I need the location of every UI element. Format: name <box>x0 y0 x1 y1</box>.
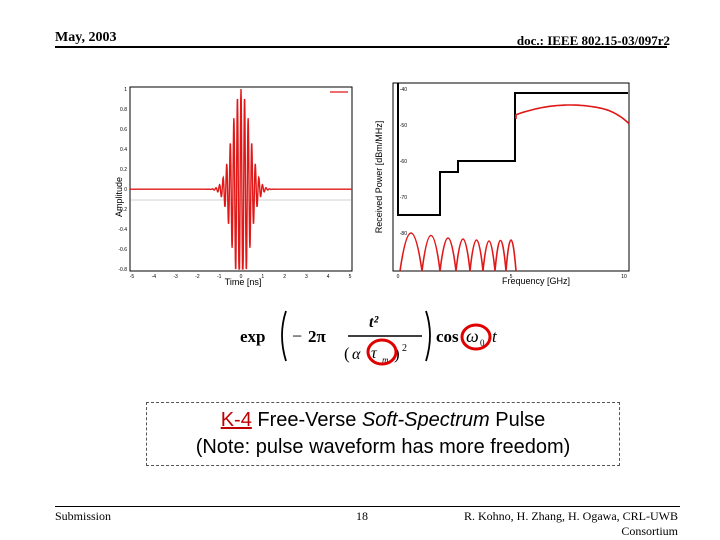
time-axis-label: Time [ns] <box>225 277 262 287</box>
frequency-x-ticks: 0 5 10 <box>397 274 627 280</box>
x-tick-label: -2 <box>195 274 200 280</box>
footer-authors-line-1: R. Kohno, H. Zhang, H. Ogawa, CRL-UWB <box>464 509 678 523</box>
y-tick-label: -0.4 <box>118 227 127 233</box>
formula-t-squared: t² <box>369 314 379 331</box>
header-doc-id: doc.: IEEE 802.15-03/097r2 <box>516 33 670 48</box>
caption-line-2: (Note: pulse waveform has more freedom) <box>195 436 571 458</box>
footer-authors: R. Kohno, H. Zhang, H. Ogawa, CRL-UWB Co… <box>438 509 678 539</box>
formula-tau-sub: m <box>382 355 389 365</box>
footer-submission: Submission <box>55 509 112 523</box>
y-tick-label: 0.8 <box>120 107 127 113</box>
x-tick-label: 0 <box>397 274 400 280</box>
formula-exp: exp <box>240 327 266 346</box>
x-tick-label: 4 <box>327 274 330 280</box>
caption-text-2: Pulse <box>489 409 546 431</box>
y-tick-label: -40 <box>400 87 407 93</box>
tau-highlight-circle <box>366 338 398 366</box>
formula-two-pi: 2π <box>308 327 327 346</box>
x-tick-label: 0 <box>240 274 243 280</box>
x-tick-label: 1 <box>261 274 264 280</box>
y-tick-label: 0 <box>124 187 127 193</box>
power-y-ticks: -40 -50 -60 -70 -80 <box>400 87 407 237</box>
header-date: May, 2003 <box>55 30 117 45</box>
x-tick-label: 5 <box>349 274 352 280</box>
formula-denom-sq: 2 <box>402 343 407 354</box>
y-tick-label: -0.6 <box>118 247 127 253</box>
x-tick-label: -5 <box>130 274 135 280</box>
svg-text:(: ( <box>344 344 350 363</box>
frequency-axis-label: Frequency [GHz] <box>502 276 570 286</box>
formula-cos: cos <box>436 327 459 346</box>
header-rule <box>55 46 667 48</box>
pulse-formula: exp − 2π t² ( α τ m ) 2 cos ω 0 t <box>240 310 498 366</box>
y-tick-label: -50 <box>400 123 407 129</box>
amplitude-y-ticks: 1 0.8 0.6 0.4 0.2 0 -0.2 -0.4 -0.6 -0.8 <box>118 87 127 273</box>
y-tick-label: -0.8 <box>118 267 127 273</box>
x-tick-label: -1 <box>217 274 222 280</box>
footer-authors-line-2: Consortium <box>621 524 678 538</box>
pulse-waveform-line <box>130 89 352 270</box>
formula-t: t <box>492 327 498 346</box>
x-tick-label: 2 <box>283 274 286 280</box>
spectrum-main-lobe-line <box>515 104 630 125</box>
footer-page-number: 18 <box>356 509 368 523</box>
y-tick-label: 1 <box>124 87 127 93</box>
spectrum-sidelobes-line <box>399 232 517 272</box>
y-tick-label: -0.2 <box>118 207 127 213</box>
x-tick-label: -4 <box>152 274 157 280</box>
received-power-axis-label: Received Power [dBm/MHz] <box>374 121 384 234</box>
x-tick-label: 10 <box>621 274 627 280</box>
fcc-mask-line <box>397 83 628 216</box>
spectrum-plot: Received Power [dBm/MHz] -40 -50 -60 -70 -80… <box>374 82 630 286</box>
caption-k4-link[interactable]: K-4 <box>220 409 252 431</box>
caption-text: Free-Verse <box>251 409 362 431</box>
y-tick-label: 0.2 <box>120 167 127 173</box>
amplitude-axis-label: Amplitude <box>114 177 124 217</box>
y-tick-label: 0.4 <box>120 147 127 153</box>
caption-italic: Soft-Spectrum <box>361 409 490 431</box>
formula-omega: ω <box>466 326 479 346</box>
caption-line-1: K-4 Free-Verse Soft-Spectrum Pulse <box>147 407 619 434</box>
omega-highlight-circle <box>460 323 492 351</box>
figure-panel: Amplitude 1 0.8 0.6 0.4 0.2 0 -0.2 -0.4 -0.6 -0.8… <box>114 82 630 287</box>
y-tick-label: -80 <box>400 231 407 237</box>
x-tick-label: -3 <box>173 274 178 280</box>
formula-minus: − <box>292 326 302 346</box>
formula-omega-sub: 0 <box>480 338 485 348</box>
x-tick-label: 3 <box>305 274 308 280</box>
formula-tau: τ <box>371 345 378 362</box>
y-tick-label: -60 <box>400 159 407 165</box>
caption-box: K-4 Free-Verse Soft-Spectrum Pulse (Note… <box>146 402 620 466</box>
time-x-ticks: -5 -4 -3 -2 -1 0 1 2 3 4 5 <box>130 274 352 280</box>
amplitude-plot: Amplitude 1 0.8 0.6 0.4 0.2 0 -0.2 -0.4 -0.6 -0.8… <box>114 86 353 287</box>
x-tick-label: 5 <box>510 274 513 280</box>
formula-alpha: α <box>352 346 361 363</box>
footer-rule <box>55 506 680 507</box>
y-tick-label: 0.6 <box>120 127 127 133</box>
y-tick-label: -70 <box>400 195 407 201</box>
